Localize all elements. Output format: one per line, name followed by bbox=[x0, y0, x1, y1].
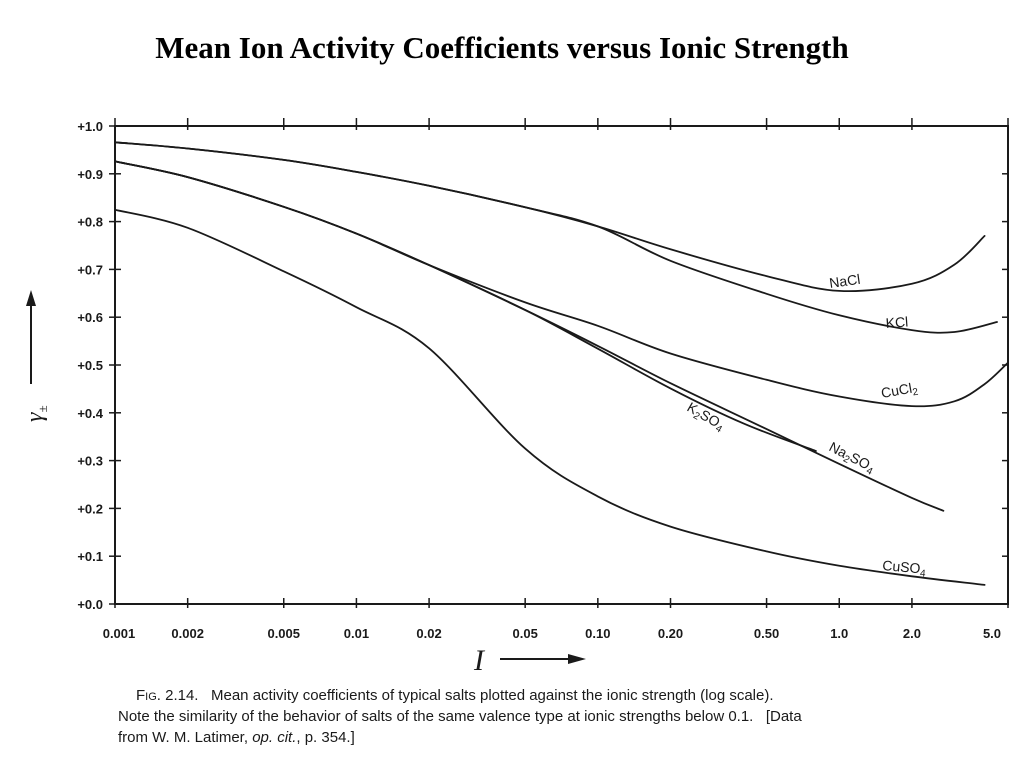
y-tick-label: +0.2 bbox=[77, 501, 103, 516]
y-axis-letter: γ± bbox=[22, 405, 50, 422]
x-tick-label: 0.50 bbox=[754, 626, 779, 641]
caption-text-3a: from W. M. Latimer, bbox=[118, 729, 253, 746]
caption-line-1: Fig. 2.14. Mean activity coefficients of… bbox=[118, 685, 978, 706]
curve-na2so4 bbox=[114, 160, 945, 512]
caption-text-1: Mean activity coefficients of typical sa… bbox=[211, 687, 774, 704]
y-tick-label: +0.7 bbox=[77, 262, 103, 277]
label-kcl: KCl bbox=[885, 313, 909, 331]
y-tick-label: +1.0 bbox=[77, 119, 103, 134]
y-axis-label: γ± bbox=[22, 290, 50, 422]
curve-kcl bbox=[114, 141, 998, 334]
caption-text-3b: op. cit. bbox=[252, 729, 297, 746]
x-tick-label: 0.005 bbox=[267, 626, 300, 641]
y-tick-label: +0.8 bbox=[77, 215, 103, 230]
curve-nacl bbox=[114, 141, 986, 293]
x-tick-label: 1.0 bbox=[830, 626, 848, 641]
label-cuso4: CuSO4 bbox=[881, 557, 927, 580]
y-tick-label: +0.1 bbox=[77, 549, 103, 564]
caption-line-3: from W. M. Latimer, op. cit., p. 354.] bbox=[118, 727, 978, 748]
label-cucl2: CuCl2 bbox=[880, 379, 920, 404]
y-tick-label: +0.3 bbox=[77, 454, 103, 469]
y-tick-label: +0.9 bbox=[77, 167, 103, 182]
x-tick-label: 5.0 bbox=[983, 626, 1001, 641]
page-title: Mean Ion Activity Coefficients versus Io… bbox=[155, 30, 849, 65]
y-axis-arrow-head bbox=[26, 290, 36, 306]
figure-caption: Fig. 2.14. Mean activity coefficients of… bbox=[118, 685, 978, 748]
label-k2so4: K2SO4 bbox=[683, 399, 728, 436]
x-tick-label: 2.0 bbox=[903, 626, 921, 641]
y-tick-label: +0.4 bbox=[77, 406, 103, 421]
y-tick-label: +0.0 bbox=[77, 597, 103, 612]
label-nacl: NaCl bbox=[828, 271, 861, 291]
caption-text-3c: , p. 354.] bbox=[296, 729, 355, 746]
x-tick-label: 0.001 bbox=[103, 626, 136, 641]
caption-figure-number: Fig. 2.14. bbox=[136, 687, 199, 704]
y-tick-label: +0.5 bbox=[77, 358, 103, 373]
x-tick-label: 0.10 bbox=[585, 626, 610, 641]
x-axis-label: I bbox=[473, 644, 586, 677]
x-axis-letter: I bbox=[473, 644, 486, 677]
x-tick-label: 0.02 bbox=[416, 626, 441, 641]
caption-line-2: Note the similarity of the behavior of s… bbox=[118, 708, 802, 725]
plot-frame bbox=[114, 125, 1009, 605]
x-tick-label: 0.002 bbox=[171, 626, 204, 641]
x-axis-arrow-head bbox=[568, 654, 586, 664]
curve-k2so4 bbox=[114, 160, 817, 452]
x-tick-label: 0.01 bbox=[344, 626, 369, 641]
label-na2so4: Na2SO4 bbox=[825, 438, 878, 477]
y-tick-label: +0.6 bbox=[77, 310, 103, 325]
curve-cucl2 bbox=[114, 160, 1009, 408]
x-tick-label: 0.05 bbox=[513, 626, 538, 641]
x-tick-label: 0.20 bbox=[658, 626, 683, 641]
curve-cuso4 bbox=[114, 208, 986, 586]
